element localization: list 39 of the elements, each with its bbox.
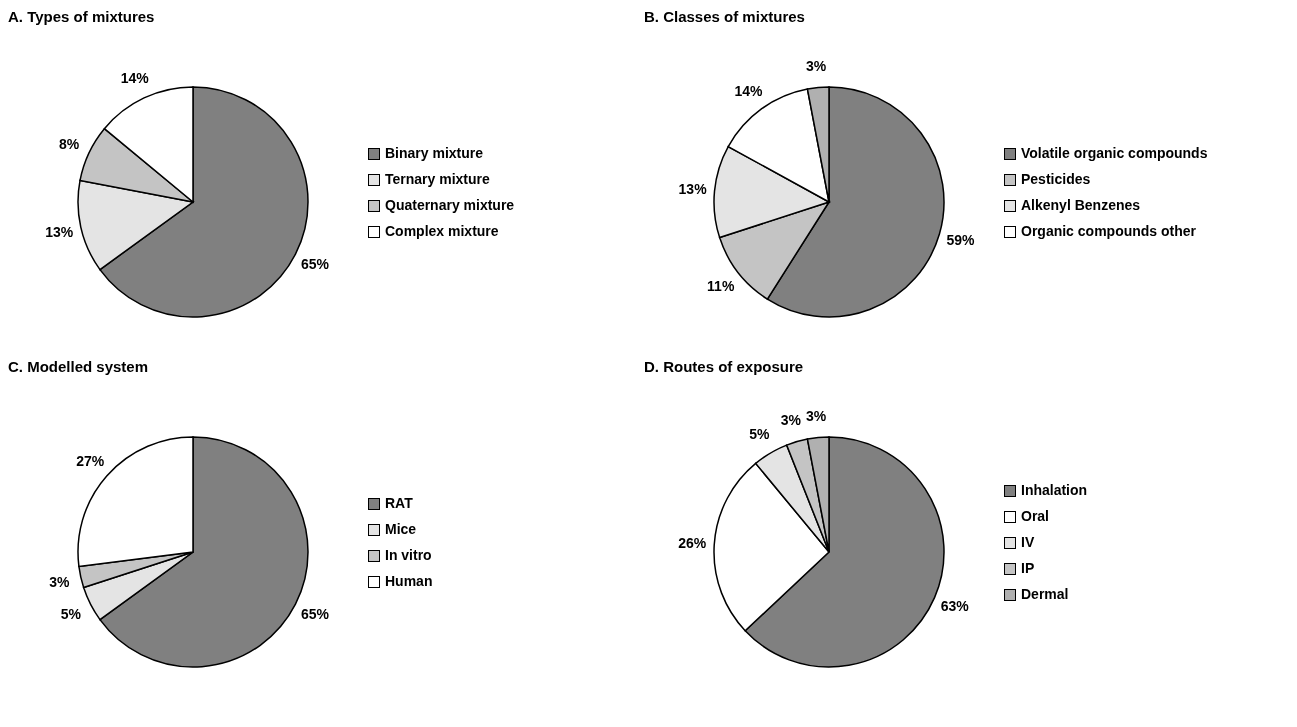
data-label: 5% (60, 606, 82, 623)
chart-title: D. Routes of exposure (644, 358, 805, 377)
legend-label: IV (1021, 534, 1035, 550)
legend-label: In vitro (385, 547, 432, 563)
data-label: 3% (780, 412, 802, 429)
legend-label: Complex mixture (385, 223, 499, 239)
data-label: 3% (805, 407, 827, 424)
legend-label: Oral (1021, 508, 1050, 524)
legend-label: Inhalation (1021, 482, 1088, 498)
data-label: 26% (678, 535, 707, 552)
legend-label: Human (385, 573, 433, 589)
data-label: 65% (301, 256, 330, 273)
legend-label: Quaternary mixture (385, 197, 515, 213)
data-label: 65% (301, 606, 330, 623)
data-label: 11% (707, 277, 735, 294)
data-label: 3% (805, 57, 827, 74)
data-label: 27% (76, 453, 105, 470)
legend-label: Dermal (1021, 586, 1069, 602)
data-label: 14% (120, 70, 150, 87)
chart-title: A. Types of mixtures (8, 8, 156, 27)
legend-label: IP (1021, 560, 1035, 576)
data-label: 8% (58, 135, 80, 152)
legend-label: Organic compounds other (1021, 223, 1197, 239)
legend-label: Mice (385, 521, 417, 537)
data-label: 3% (49, 573, 70, 590)
data-label: 63% (940, 598, 970, 615)
legend-label: RAT (385, 495, 413, 511)
legend-label: Alkenyl Benzenes (1021, 197, 1141, 213)
legend-label: Binary mixture (385, 145, 484, 161)
data-label: 14% (734, 83, 764, 100)
chart-title: B. Classes of mixtures (644, 8, 806, 27)
legend-label: Ternary mixture (385, 171, 490, 187)
legend-label: Pesticides (1021, 171, 1091, 187)
chart-title: C. Modelled system (8, 358, 150, 377)
data-label: 5% (749, 426, 770, 443)
data-label: 13% (45, 223, 74, 240)
data-label: 59% (946, 232, 976, 249)
data-label: 13% (678, 181, 708, 198)
legend-label: Volatile organic compounds (1021, 145, 1208, 161)
